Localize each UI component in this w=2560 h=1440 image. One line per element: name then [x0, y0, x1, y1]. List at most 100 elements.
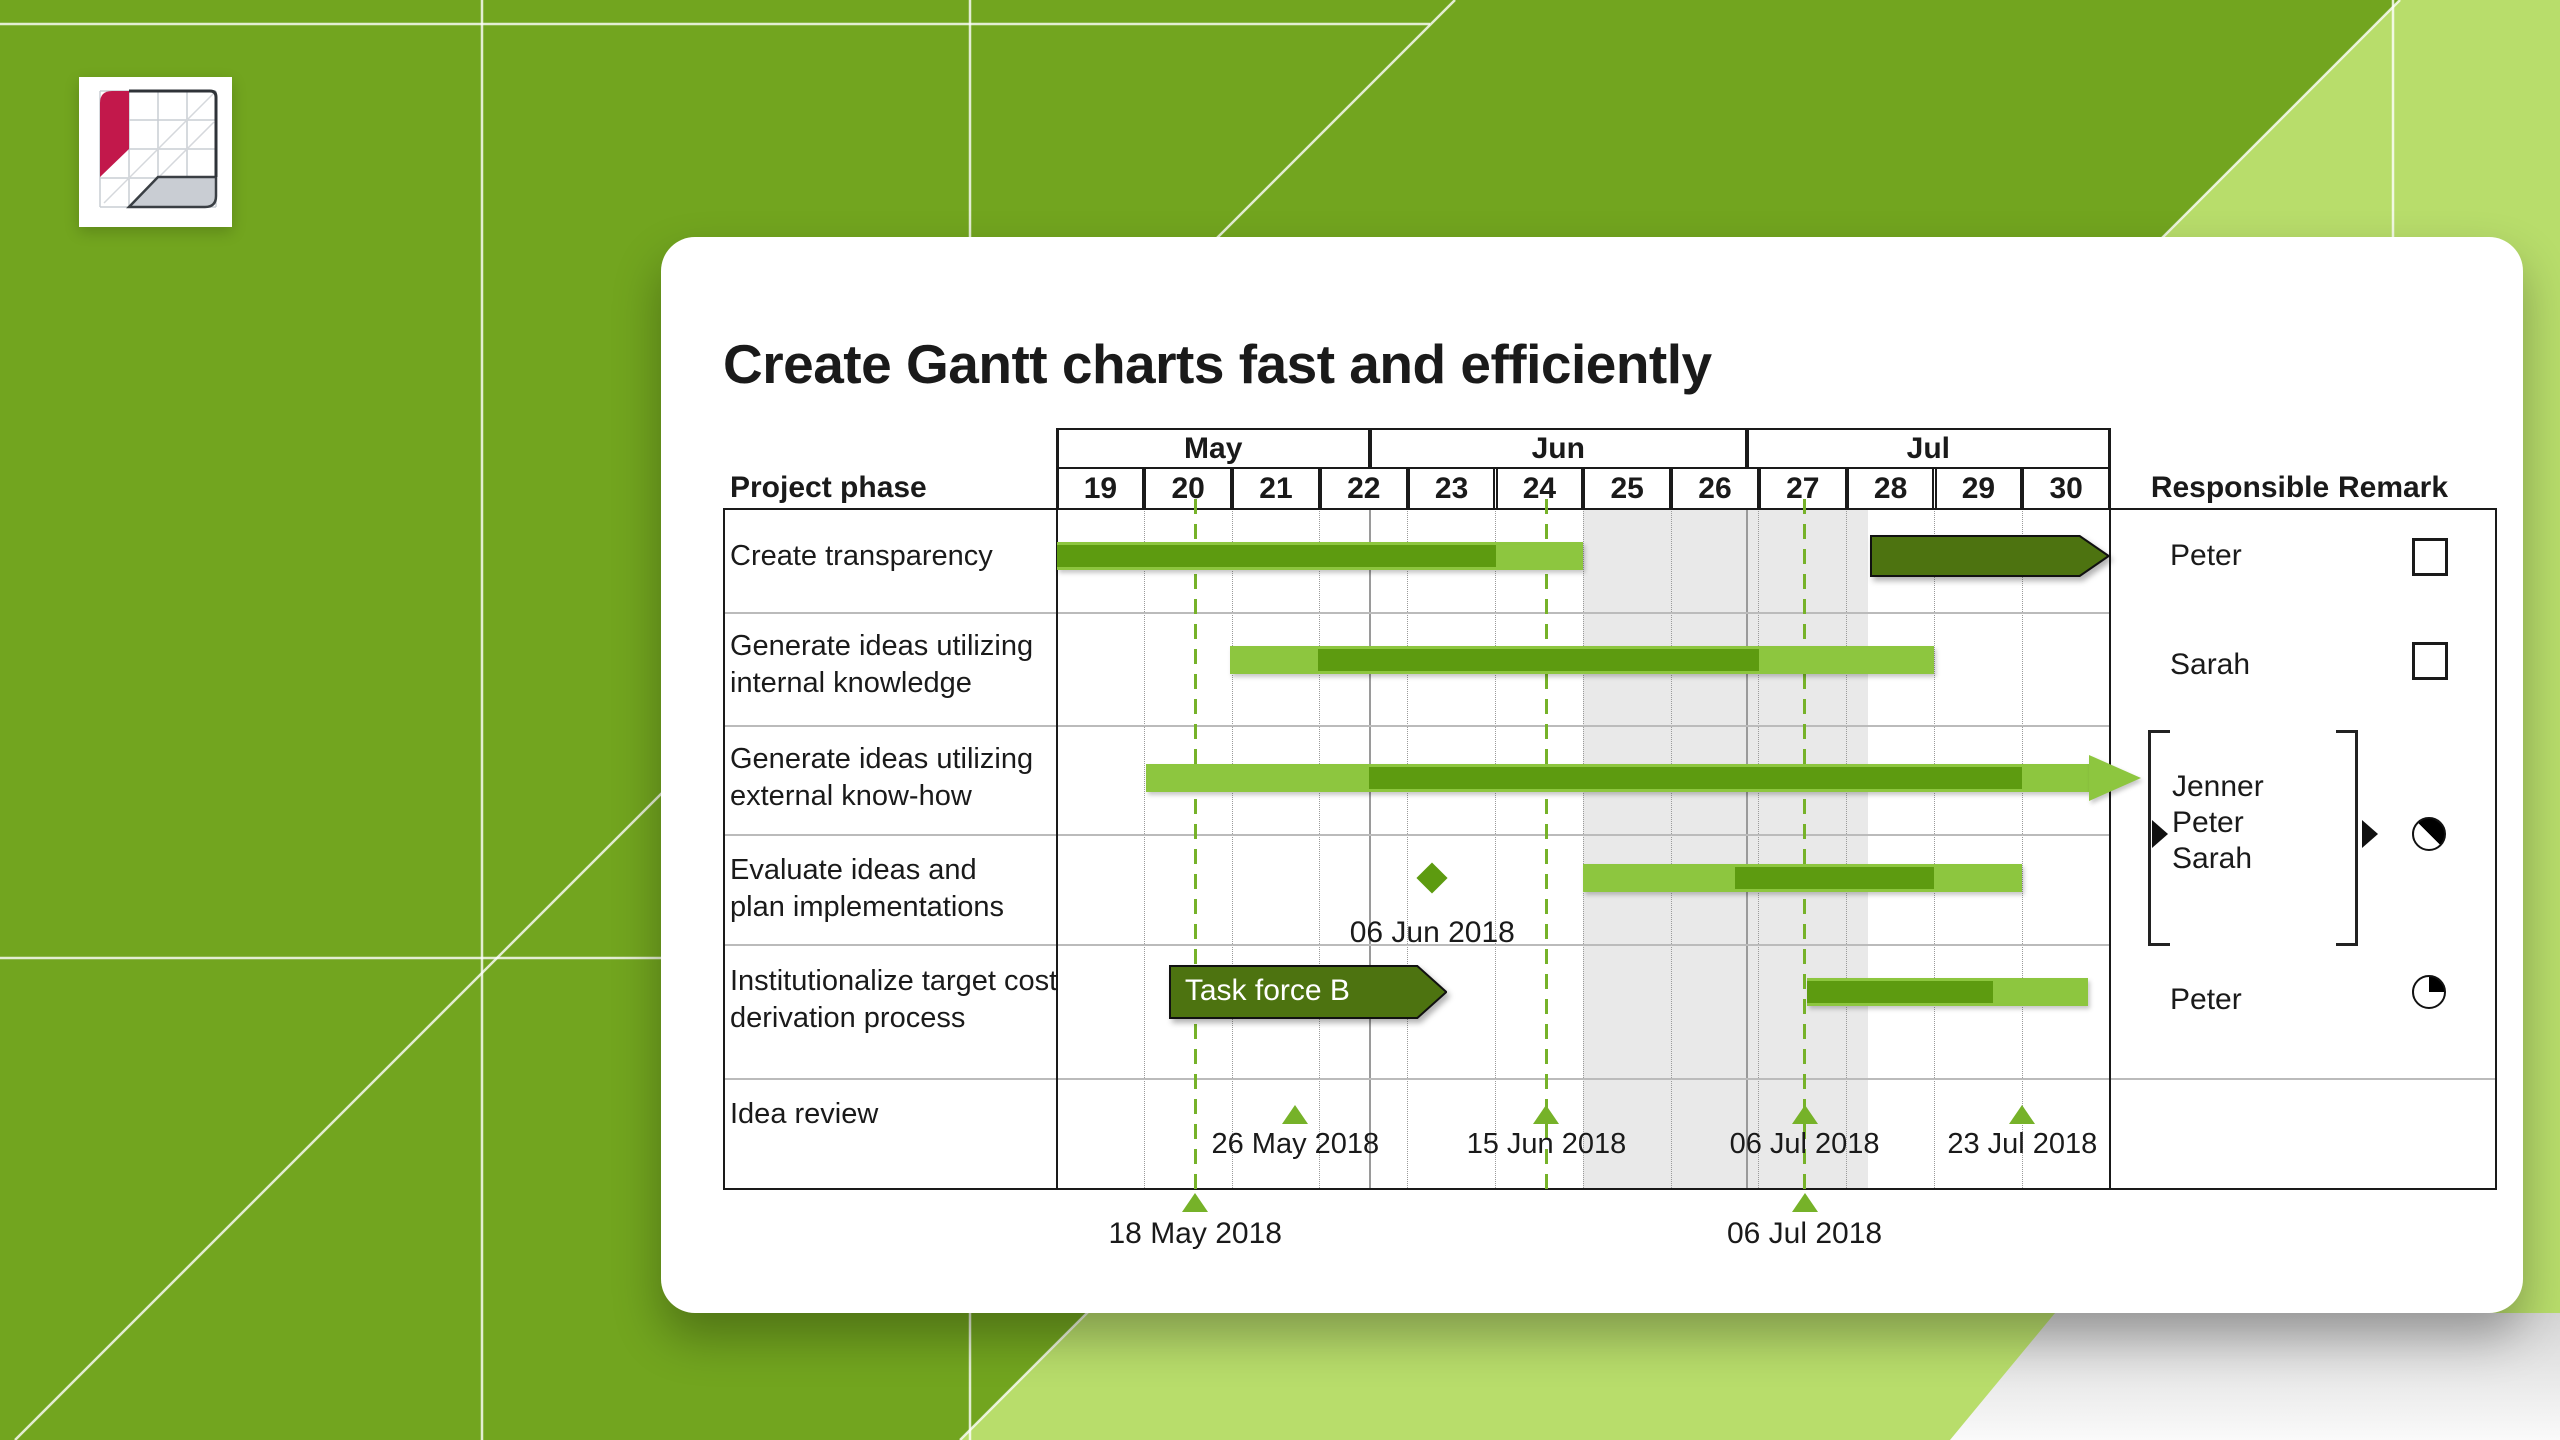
week-cell: 19 — [1056, 467, 1145, 510]
phase-label-line: external know-how — [730, 780, 972, 812]
column-header-remark: Remark — [2337, 471, 2449, 504]
phase-label: Institutionalize target cost derivation p… — [730, 963, 1060, 1037]
grid-line-week — [1495, 508, 1496, 1190]
responsible-name: Peter — [2172, 806, 2244, 839]
milestone-triangle-icon — [1791, 1105, 1818, 1124]
week-cell: 22 — [1319, 467, 1408, 510]
milestone-triangle-icon — [1533, 1105, 1560, 1124]
grid-line-week — [1934, 508, 1935, 1190]
column-header-project-phase: Project phase — [730, 471, 927, 504]
week-cell: 27 — [1758, 467, 1847, 510]
group-pointer-icon — [2362, 820, 2378, 848]
gantt-bar-progress — [1369, 767, 2023, 789]
shading-band — [1583, 508, 1868, 1190]
week-cell: 30 — [2022, 467, 2111, 510]
phase-label-line: Idea review — [730, 1097, 879, 1130]
row-separator — [723, 834, 2111, 836]
table-body-border — [723, 508, 2497, 1190]
phase-label: Evaluate ideas and plan implementations — [730, 852, 1060, 926]
gantt-card: Create Gantt charts fast and efficiently… — [661, 237, 2523, 1313]
gantt-right-border — [2109, 428, 2112, 1190]
grid-line-week — [1582, 508, 1584, 1190]
grid-line-week — [1407, 508, 1409, 1190]
task-force-label: Task force B — [1184, 974, 1350, 1007]
gantt-bar-arrowhead-icon — [2088, 755, 2141, 801]
week-cell: 26 — [1671, 467, 1759, 510]
week-cell: 28 — [1846, 467, 1935, 510]
milestone-label: 15 Jun 2018 — [1466, 1128, 1627, 1160]
logo-grey-shape — [126, 175, 218, 209]
week-cell: 20 — [1144, 467, 1233, 510]
group-bracket-right — [2355, 730, 2358, 946]
month-cell: Jun — [1369, 428, 1747, 469]
month-cell: Jul — [1746, 428, 2111, 469]
phase-label-line: Generate ideas utilizing — [730, 630, 1034, 662]
phase-label-line: derivation process — [730, 1002, 966, 1034]
deadline-label: 06 Jul 2018 — [1726, 1217, 1883, 1250]
remark-progress-ball-25 — [2412, 975, 2446, 1009]
milestone-triangle-icon — [2009, 1105, 2036, 1124]
gantt-chart: May Jun Jul 19 20 21 22 23 24 25 26 27 28 29 30 18 May … — [661, 237, 2523, 1313]
row-separator — [723, 1078, 2497, 1080]
remark-checkbox — [2412, 538, 2448, 576]
row-separator — [723, 944, 2111, 946]
deadline-line — [1544, 499, 1548, 1190]
group-pointer-icon — [2152, 820, 2168, 848]
phase-label-line: Generate ideas utilizing — [730, 743, 1034, 775]
week-cell: 29 — [1934, 467, 2023, 510]
grid-line-week — [1231, 508, 1233, 1190]
grid-line-month — [1368, 508, 1371, 1190]
row-separator — [723, 612, 2111, 614]
phase-label: Create transparency — [730, 538, 1060, 575]
grid-line-week — [1758, 508, 1760, 1190]
grid-line-week — [1846, 508, 1848, 1190]
milestone-label: 06 Jul 2018 — [1729, 1128, 1880, 1160]
week-cell: 24 — [1495, 467, 1584, 510]
phase-label: Generate ideas utilizing external know-ho… — [730, 741, 1060, 815]
week-cell: 25 — [1583, 467, 1672, 510]
deadline-label: 18 May 2018 — [1108, 1217, 1282, 1250]
month-cell: May — [1056, 428, 1370, 469]
phase-label: Idea review — [730, 1096, 1060, 1133]
grid-line-month — [1745, 508, 1748, 1190]
remark-progress-ball-50 — [2412, 817, 2446, 851]
milestone-label: 23 Jul 2018 — [1947, 1128, 2098, 1160]
week-cell: 23 — [1407, 467, 1496, 510]
grid-line-week — [1143, 508, 1145, 1190]
row-separator — [723, 725, 2111, 727]
responsible-name: Sarah — [2170, 648, 2251, 681]
deadline-line — [1803, 499, 1807, 1208]
grid-line-week — [2021, 508, 2023, 1190]
grid-line-week — [1670, 508, 1672, 1190]
responsible-name: Sarah — [2172, 842, 2253, 875]
week-cell: 21 — [1232, 467, 1320, 510]
group-bracket-right-arm — [2336, 730, 2358, 733]
deadline-marker-icon — [1791, 1193, 1818, 1212]
group-responsible-names: Jenner Peter Sarah — [2172, 769, 2264, 877]
app-logo[interactable] — [79, 77, 232, 227]
milestone-triangle-icon — [1282, 1105, 1309, 1124]
phase-label: Generate ideas utilizing internal knowled… — [730, 628, 1060, 702]
logo-frame — [129, 89, 218, 177]
responsible-name: Peter — [2170, 983, 2242, 1016]
gantt-bar-progress — [1318, 649, 1759, 671]
page-title: Create Gantt charts fast and efficiently — [723, 332, 1712, 395]
responsible-name: Peter — [2170, 539, 2242, 572]
logo-red-shape — [100, 91, 129, 177]
card-shadow-fade — [1950, 1313, 2560, 1440]
gantt-fixed-block — [1870, 535, 2111, 582]
group-bracket-left-arm — [2148, 943, 2170, 946]
group-bracket-right-arm — [2336, 943, 2358, 946]
group-bracket-left — [2148, 730, 2151, 946]
column-header-responsible: Responsible — [2150, 471, 2330, 504]
gantt-left-border — [1055, 428, 1058, 1190]
gantt-bar-progress — [1056, 545, 1496, 567]
deadline-marker-icon — [1182, 1193, 1209, 1212]
responsible-name: Jenner — [2172, 770, 2264, 803]
gantt-bar-progress — [1807, 981, 1994, 1003]
deadline-line — [1193, 499, 1197, 1208]
task-force-callout — [1168, 965, 1448, 1024]
phase-label-line: internal knowledge — [730, 667, 972, 699]
phase-label-line: plan implementations — [730, 891, 1005, 923]
